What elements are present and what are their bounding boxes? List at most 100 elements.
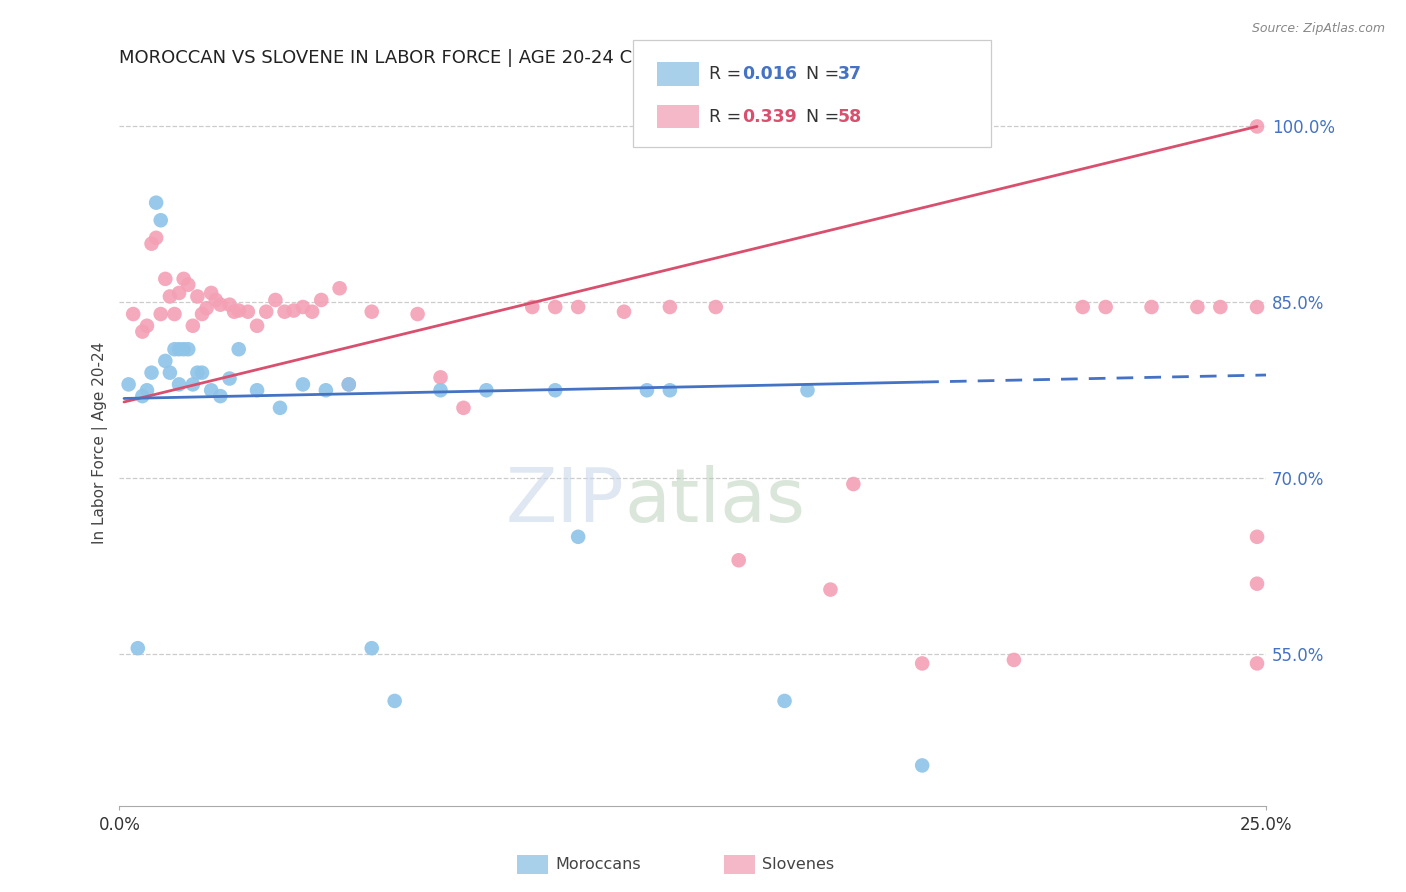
Text: Source: ZipAtlas.com: Source: ZipAtlas.com <box>1251 22 1385 36</box>
Point <box>136 384 159 398</box>
Point <box>567 530 589 544</box>
Point <box>173 343 195 357</box>
Point <box>283 303 305 318</box>
Point <box>544 384 567 398</box>
Point <box>842 477 865 491</box>
Text: MOROCCAN VS SLOVENE IN LABOR FORCE | AGE 20-24 CORRELATION CHART: MOROCCAN VS SLOVENE IN LABOR FORCE | AGE… <box>120 49 815 67</box>
Point <box>159 289 181 303</box>
Point <box>301 304 323 318</box>
Point <box>567 300 589 314</box>
Point <box>475 384 498 398</box>
Point <box>522 300 544 314</box>
Point <box>195 301 218 315</box>
Point <box>117 377 139 392</box>
Point <box>273 304 295 318</box>
Point <box>155 272 177 286</box>
Point <box>291 300 314 314</box>
Text: atlas: atlas <box>624 465 806 538</box>
Point <box>360 641 382 656</box>
Point <box>1209 300 1232 314</box>
Y-axis label: In Labor Force | Age 20-24: In Labor Force | Age 20-24 <box>93 342 108 544</box>
Point <box>773 694 796 708</box>
Point <box>163 343 186 357</box>
Point <box>337 377 360 392</box>
Text: R =: R = <box>709 65 747 83</box>
Point <box>658 300 681 314</box>
Text: N =: N = <box>806 65 845 83</box>
Point <box>269 401 291 415</box>
Point <box>200 384 222 398</box>
Point <box>911 657 934 671</box>
Point <box>228 343 250 357</box>
Point <box>204 293 226 307</box>
Point <box>453 401 475 415</box>
Point <box>127 641 149 656</box>
Point <box>264 293 287 307</box>
Text: ZIP: ZIP <box>505 465 624 538</box>
Point <box>209 389 232 403</box>
Point <box>1246 120 1268 134</box>
Point <box>167 377 190 392</box>
Point <box>177 277 200 292</box>
Point <box>186 366 208 380</box>
Point <box>329 281 352 295</box>
Text: 58: 58 <box>838 108 862 126</box>
Point <box>1246 576 1268 591</box>
Text: Slovenes: Slovenes <box>762 857 834 871</box>
Point <box>1140 300 1163 314</box>
Point <box>209 298 232 312</box>
Point <box>704 300 727 314</box>
Point <box>291 377 314 392</box>
Text: 0.016: 0.016 <box>742 65 797 83</box>
Point <box>145 195 167 210</box>
Point <box>315 384 337 398</box>
Point <box>145 231 167 245</box>
Point <box>186 289 208 303</box>
Point <box>141 366 163 380</box>
Point <box>200 285 222 300</box>
Point <box>236 304 259 318</box>
Text: R =: R = <box>709 108 747 126</box>
Point <box>181 377 204 392</box>
Point <box>136 318 159 333</box>
Point <box>1002 653 1025 667</box>
Text: N =: N = <box>806 108 845 126</box>
Point <box>636 384 658 398</box>
Point <box>131 325 153 339</box>
Point <box>406 307 429 321</box>
Point <box>149 307 172 321</box>
Point <box>727 553 749 567</box>
Point <box>1246 300 1268 314</box>
Point <box>167 285 190 300</box>
Point <box>181 318 204 333</box>
Point <box>360 304 382 318</box>
Point <box>796 384 818 398</box>
Point <box>246 318 269 333</box>
Point <box>1246 657 1268 671</box>
Point <box>218 298 240 312</box>
Point <box>254 304 277 318</box>
Point <box>246 384 269 398</box>
Point <box>1094 300 1116 314</box>
Point <box>337 377 360 392</box>
Text: Moroccans: Moroccans <box>555 857 641 871</box>
Point <box>1071 300 1094 314</box>
Point <box>1246 530 1268 544</box>
Point <box>544 300 567 314</box>
Point <box>131 389 153 403</box>
Point <box>228 303 250 318</box>
Point <box>155 354 177 368</box>
Point <box>218 371 240 385</box>
Point <box>149 213 172 227</box>
Point <box>911 758 934 772</box>
Point <box>224 304 246 318</box>
Point <box>191 307 214 321</box>
Point <box>311 293 333 307</box>
Point <box>122 307 145 321</box>
Point <box>191 366 214 380</box>
Point <box>177 343 200 357</box>
Point <box>613 304 636 318</box>
Point <box>167 343 190 357</box>
Point <box>429 384 451 398</box>
Point <box>173 272 195 286</box>
